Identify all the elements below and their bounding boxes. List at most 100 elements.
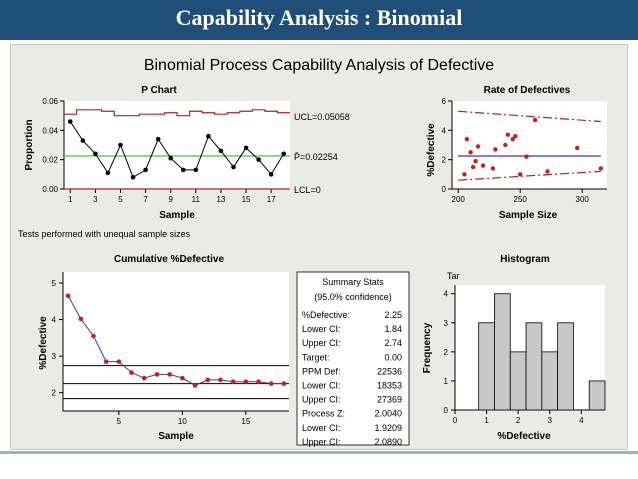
p-chart-xlabel: Sample <box>159 210 195 221</box>
rate-point <box>545 169 550 174</box>
summary-stat-value: 2.0040 <box>374 409 402 419</box>
title-banner: Capability Analysis : Binomial <box>0 0 638 40</box>
histogram-xtick-label: 1 <box>484 416 489 425</box>
rate-point <box>473 158 478 164</box>
tests-note: Tests performed with unequal sample size… <box>18 229 191 239</box>
summary-stats-frame <box>296 271 410 446</box>
cumulative-chart-ylabel: %Defective <box>38 316 49 370</box>
p-chart-point <box>281 151 287 157</box>
histogram-bar <box>541 351 559 411</box>
p-chart-point <box>93 151 98 157</box>
p-chart-xtick-label: 7 <box>143 195 148 204</box>
histogram-ytick-label: 1 <box>444 377 449 386</box>
summary-stat-label: Lower CI: <box>302 324 341 334</box>
summary-stat-value: 1.84 <box>384 324 402 334</box>
p-chart-point <box>130 174 136 180</box>
histogram-bar <box>494 293 511 411</box>
summary-stat-label: %Defective: <box>302 310 350 320</box>
histogram-bar <box>509 351 527 411</box>
histogram-ylabel: Frequency <box>422 322 433 373</box>
p-chart-title: P Chart <box>141 85 177 96</box>
histogram-xlabel: %Defective <box>497 431 551 442</box>
p-chart: P Chart Proportion Sample UCL=0.05058 P̄… <box>24 85 350 221</box>
p-chart-xtick-label: 3 <box>93 195 98 204</box>
cumulative-point <box>154 372 160 377</box>
p-chart-xtick-label: 13 <box>216 195 225 204</box>
rate-point <box>510 136 515 142</box>
rate-xtick-label: 250 <box>514 195 528 204</box>
cumulative-chart-title: Cumulative %Defective <box>114 254 224 265</box>
cumulative-point <box>205 377 211 383</box>
p-chart-xtick-label: 15 <box>242 195 251 204</box>
cumulative-point <box>268 381 274 386</box>
p-chart-point <box>243 145 249 151</box>
summary-stat-label: PPM Def: <box>302 366 341 376</box>
summary-stats-box: Summary Stats (95.0% confidence) %Defect… <box>296 271 410 447</box>
cumulative-point <box>192 383 198 388</box>
p-chart-point <box>180 167 186 173</box>
cumulative-point <box>167 372 172 377</box>
rate-of-defectives-chart: Rate of Defectives %Defective Sample Siz… <box>426 85 607 221</box>
cumulative-xtick-label: 15 <box>241 417 250 426</box>
cumulative-xtick-label: 10 <box>178 417 187 426</box>
cumulative-ytick-label: 4 <box>52 316 57 325</box>
rate-point <box>470 164 476 170</box>
cumulative-point <box>218 377 223 383</box>
summary-stat-value: 18353 <box>377 381 402 391</box>
histogram-ytick-label: 4 <box>444 290 449 299</box>
rate-chart-ylabel: %Defective <box>426 123 437 177</box>
rate-xtick-label: 200 <box>452 195 466 204</box>
p-chart-point <box>268 172 274 177</box>
cumulative-point <box>103 359 109 364</box>
p-chart-point <box>67 119 73 124</box>
rate-point <box>468 150 473 155</box>
rate-point <box>493 147 498 152</box>
histogram-ytick-label: 3 <box>444 319 449 328</box>
p-chart-point <box>206 133 211 139</box>
p-chart-xtick-label: 9 <box>168 195 173 204</box>
p-chart-center-label: P̄=0.02254 <box>294 152 338 162</box>
panel-title: Binomial Process Capability Analysis of … <box>143 57 495 74</box>
histogram-xtick-label: 3 <box>548 416 553 425</box>
p-chart-ytick-label: 0.02 <box>42 156 58 165</box>
rate-point <box>480 163 486 168</box>
histogram-bar <box>478 322 495 411</box>
slide-title: Capability Analysis : Binomial <box>175 5 463 30</box>
rate-point <box>503 142 508 148</box>
histogram-bar <box>588 380 606 411</box>
histogram-ytick-label: 2 <box>444 348 449 357</box>
p-chart-ucl-line <box>64 109 290 117</box>
cumulative-plot-area <box>63 272 289 411</box>
cumulative-point <box>230 379 236 385</box>
cumulative-defective-chart: Cumulative %Defective %Defective Sample … <box>38 254 289 442</box>
summary-stat-value: 27369 <box>377 395 402 405</box>
cumulative-xtick-label: 5 <box>117 417 122 426</box>
p-chart-xtick-label: 17 <box>267 195 276 204</box>
summary-stat-label: Upper CI: <box>302 437 341 447</box>
rate-lower-limit-line <box>458 170 601 181</box>
p-chart-ytick-label: 0.04 <box>42 126 58 135</box>
histogram-xtick-label: 0 <box>453 416 458 425</box>
histogram-xtick-label: 2 <box>516 416 521 425</box>
bottom-rule <box>0 451 638 454</box>
summary-stat-label: Lower CI: <box>302 381 341 391</box>
rate-point <box>513 134 518 139</box>
cumulative-point <box>256 379 261 385</box>
summary-stats-title: Summary Stats <box>322 277 384 287</box>
summary-stat-label: Upper CI: <box>302 395 341 405</box>
histogram-target-label: Tar <box>447 271 460 281</box>
summary-stat-value: 1.9209 <box>374 423 402 433</box>
rate-point <box>518 172 523 177</box>
cumulative-point <box>281 381 287 386</box>
p-chart-xtick-label: 5 <box>118 195 123 204</box>
rate-upper-limit-line <box>458 110 601 123</box>
cumulative-point <box>243 379 249 385</box>
cumulative-point <box>180 375 185 381</box>
rate-point <box>524 154 529 159</box>
histogram-bar <box>525 322 543 411</box>
summary-stat-label: Lower CI: <box>302 423 341 433</box>
p-chart-ylabel: Proportion <box>24 119 35 170</box>
p-chart-point <box>231 164 236 170</box>
summary-stats-subtitle: (95.0% confidence) <box>314 292 392 302</box>
